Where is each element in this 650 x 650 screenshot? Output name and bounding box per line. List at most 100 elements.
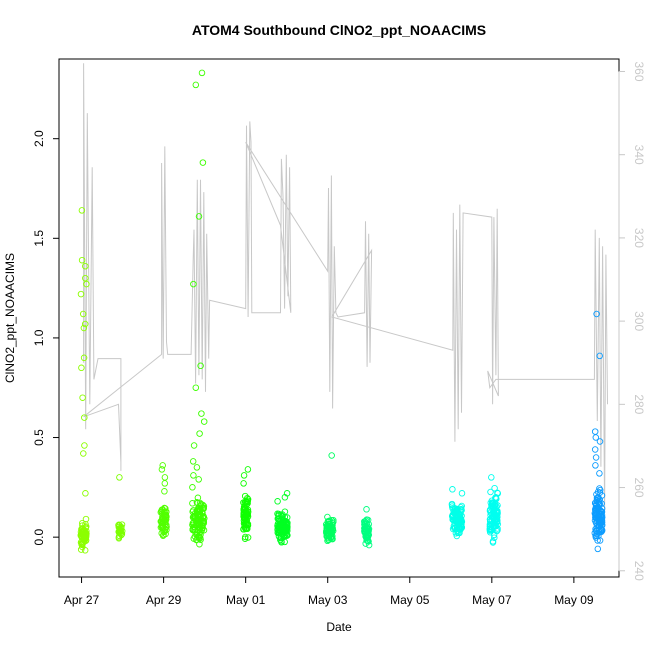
data-point	[117, 529, 125, 537]
data-point	[77, 290, 85, 298]
data-point	[275, 515, 283, 523]
data-point	[80, 354, 88, 362]
data-point	[593, 310, 600, 318]
x-tick-label: May 09	[554, 593, 594, 607]
data-point	[244, 466, 252, 473]
y2-tick-label: 360	[632, 61, 646, 81]
data-point	[118, 530, 126, 538]
data-point	[456, 513, 464, 521]
x-tick-label: May 03	[308, 593, 348, 607]
data-point	[594, 537, 601, 544]
data-point	[490, 506, 497, 514]
data-point	[488, 524, 496, 532]
data-point	[190, 442, 198, 449]
data-point	[458, 490, 466, 497]
data-point	[200, 517, 207, 525]
data-point	[491, 484, 498, 492]
data-point	[592, 454, 600, 461]
y2-axis: 240 260 280 300 320 340 360	[618, 61, 646, 581]
data-point	[363, 506, 370, 513]
data-point	[159, 462, 166, 469]
data-point	[592, 502, 600, 510]
data-point	[196, 430, 203, 437]
data-point	[491, 505, 499, 512]
data-point	[598, 519, 606, 526]
aircraft-altitude-line	[83, 63, 608, 513]
data-point	[364, 516, 372, 524]
data-point	[365, 541, 373, 549]
data-point	[281, 508, 289, 515]
data-point	[592, 462, 599, 469]
data-point	[161, 488, 168, 495]
data-point	[244, 525, 251, 533]
y2-tick-label: 240	[632, 561, 646, 581]
data-point	[195, 213, 203, 220]
y-axis-label: ClNO2_ppt_NOAACIMS	[3, 253, 17, 383]
data-point	[194, 494, 202, 502]
data-point	[591, 446, 599, 453]
data-point	[361, 518, 368, 525]
x-tick-label: May 05	[390, 593, 430, 607]
data-point	[596, 485, 603, 492]
y2-tick-label: 320	[632, 228, 646, 248]
data-point	[278, 537, 285, 545]
data-point	[161, 474, 169, 481]
data-point	[240, 472, 248, 479]
x-tick-label: May 07	[472, 593, 512, 607]
data-point	[280, 529, 288, 536]
data-point	[452, 524, 459, 531]
data-point	[486, 516, 494, 523]
data-point	[196, 534, 204, 542]
data-point	[596, 352, 603, 360]
data-point	[159, 513, 166, 521]
data-point	[487, 499, 495, 506]
data-point	[458, 502, 465, 510]
data-point	[199, 501, 207, 509]
y-tick-label: 1.0	[32, 329, 46, 346]
data-point	[240, 526, 248, 533]
data-points	[77, 69, 606, 554]
data-point	[491, 534, 498, 541]
data-point	[240, 513, 248, 521]
data-point	[274, 498, 281, 505]
data-point	[592, 434, 600, 441]
data-point	[116, 474, 123, 481]
data-point	[458, 516, 465, 524]
data-point	[591, 428, 599, 435]
data-point	[195, 476, 202, 483]
data-point	[163, 508, 170, 516]
x-tick-label: Apr 29	[146, 593, 182, 607]
data-point	[193, 464, 201, 471]
data-point	[325, 532, 332, 540]
data-point	[487, 488, 494, 496]
data-point	[190, 280, 197, 288]
data-point	[194, 534, 201, 541]
y-tick-label: 2.0	[32, 130, 46, 147]
data-point	[81, 414, 88, 421]
data-point	[596, 506, 604, 514]
data-point	[449, 505, 456, 512]
data-point	[241, 492, 249, 500]
data-point	[81, 320, 89, 328]
data-point	[328, 523, 336, 531]
data-point	[189, 500, 196, 507]
data-point	[283, 514, 291, 521]
data-point	[193, 516, 201, 524]
data-point	[118, 521, 126, 528]
data-point	[486, 507, 494, 515]
data-point	[78, 364, 85, 372]
data-point	[192, 384, 200, 391]
altitude-series-line	[83, 63, 608, 513]
data-point	[80, 450, 87, 457]
data-point	[449, 516, 456, 523]
data-point	[77, 546, 85, 553]
data-point	[282, 520, 289, 527]
data-point	[244, 534, 252, 541]
data-point	[275, 510, 283, 518]
data-point	[79, 394, 86, 401]
data-point	[593, 491, 600, 498]
data-point	[192, 81, 200, 89]
y-tick-label: 1.5	[32, 230, 46, 247]
data-point	[158, 466, 166, 473]
data-point	[278, 520, 286, 528]
